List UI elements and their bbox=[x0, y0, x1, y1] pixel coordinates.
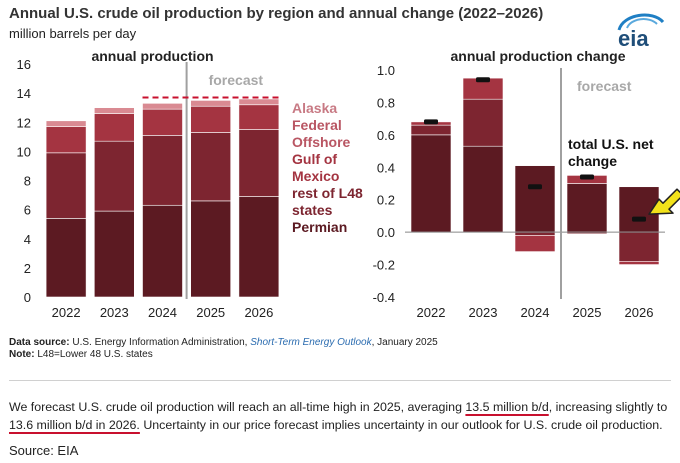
left-bar-2026-series-0 bbox=[238, 196, 280, 298]
right-bar-2026-series-2 bbox=[618, 261, 660, 265]
left-x-tick-2023: 2023 bbox=[100, 305, 129, 320]
highlight-arrow-icon bbox=[648, 188, 680, 215]
left-bar-2026-series-1 bbox=[238, 129, 280, 197]
right-x-tick-2024: 2024 bbox=[521, 305, 550, 320]
right-y-tick-label: -0.2 bbox=[373, 258, 395, 273]
left-bar-2025-series-1 bbox=[190, 132, 231, 202]
left-x-tick-2024: 2024 bbox=[148, 305, 177, 320]
left-bar-2026-series-4 bbox=[238, 98, 280, 106]
left-chart-title: annual production bbox=[91, 48, 213, 64]
source-text: U.S. Energy Information Administration, bbox=[69, 337, 251, 348]
right-bar-2023-series-1 bbox=[462, 98, 504, 147]
right-x-tick-2023: 2023 bbox=[469, 305, 498, 320]
right-y-tick-label: 0.4 bbox=[377, 160, 395, 175]
net-change-label: change bbox=[568, 153, 617, 169]
right-y-tick-label: -0.4 bbox=[373, 290, 395, 305]
right-y-tick-label: 0.2 bbox=[377, 193, 395, 208]
left-bar-2023-series-1 bbox=[94, 140, 135, 212]
right-chart: annual production change 1.0 0.8 0.6 0.4 0.2 0… bbox=[373, 48, 680, 320]
note-label: Note: bbox=[9, 349, 35, 360]
left-y-tick-label: 12 bbox=[17, 115, 31, 130]
net-change-marker-2026 bbox=[632, 216, 646, 222]
right-bar-2026-series-1 bbox=[618, 231, 660, 262]
left-y-tick-label: 10 bbox=[17, 144, 31, 159]
left-y-tick-label: 6 bbox=[24, 203, 31, 218]
left-bar-2024-series-0 bbox=[142, 204, 183, 298]
left-bar-2024-series-4 bbox=[142, 103, 183, 110]
divider bbox=[9, 380, 671, 381]
legend-label: Permian bbox=[292, 219, 347, 235]
left-bar-2022-series-4 bbox=[45, 120, 87, 127]
left-x-tick-2022: 2022 bbox=[52, 305, 81, 320]
legend-label: rest of L48 bbox=[292, 185, 363, 201]
left-bar-2024-series-2 bbox=[142, 108, 183, 136]
right-bar-2022-series-1 bbox=[410, 124, 452, 136]
source-date: , January 2025 bbox=[371, 337, 438, 348]
right-y-tick-label: 0.8 bbox=[377, 95, 395, 110]
legend-label: Offshore bbox=[292, 134, 351, 150]
left-y-tick-label: 4 bbox=[24, 232, 31, 247]
note-text: L48=Lower 48 U.S. states bbox=[34, 349, 153, 360]
logo-text: eia bbox=[618, 26, 649, 50]
net-change-label: total U.S. net bbox=[568, 136, 654, 152]
right-x-tick-2025: 2025 bbox=[573, 305, 602, 320]
source-line: Source: EIA bbox=[9, 443, 79, 458]
right-bar-2025-series-0 bbox=[566, 183, 608, 233]
left-x-tick-2026: 2026 bbox=[244, 305, 273, 320]
legend-label: states bbox=[292, 202, 333, 218]
right-bar-2024-series-0 bbox=[514, 165, 556, 233]
left-bar-2023-series-4 bbox=[94, 107, 135, 114]
left-x-tick-2025: 2025 bbox=[196, 305, 225, 320]
left-bar-2025-series-4 bbox=[190, 100, 231, 107]
legend-label: Gulf of bbox=[292, 151, 337, 167]
source-label: Data source: bbox=[9, 337, 70, 348]
left-bar-2023-series-2 bbox=[94, 113, 135, 142]
right-y-tick-label: 1.0 bbox=[377, 63, 395, 78]
body-text-2: , increasing slightly to bbox=[548, 400, 668, 414]
right-x-tick-2022: 2022 bbox=[417, 305, 446, 320]
left-bar-2025-series-0 bbox=[190, 200, 231, 298]
right-x-tick-2026: 2026 bbox=[625, 305, 654, 320]
net-change-marker-2023 bbox=[476, 77, 490, 83]
unit-label: million barrels per day bbox=[9, 26, 137, 41]
left-y-tick-label: 2 bbox=[24, 261, 31, 276]
right-chart-title: annual production change bbox=[450, 48, 625, 64]
body-text-1: We forecast U.S. crude oil production wi… bbox=[9, 400, 466, 414]
left-y-tick-label: 0 bbox=[24, 290, 31, 305]
legend-label: Mexico bbox=[292, 168, 339, 184]
left-bar-2023-series-0 bbox=[94, 210, 135, 298]
left-bar-2022-series-1 bbox=[45, 152, 87, 219]
chart-title: Annual U.S. crude oil production by regi… bbox=[9, 5, 544, 22]
net-change-marker-2024 bbox=[528, 184, 542, 190]
legend-label: Alaska bbox=[292, 100, 337, 116]
net-change-marker-2022 bbox=[424, 119, 438, 125]
eia-logo: eia bbox=[617, 13, 665, 50]
left-chart: annual production 0 2 4 6 8 10 12 14 16 2022 2023 20… bbox=[17, 48, 363, 320]
left-bar-2022-series-0 bbox=[45, 218, 87, 298]
highlight-2025: 13.5 million b/d bbox=[465, 400, 549, 414]
right-forecast-label: forecast bbox=[577, 78, 632, 94]
right-bar-2024-series-2 bbox=[514, 235, 556, 252]
chart-area: annual production 0 2 4 6 8 10 12 14 16 2022 2023 20… bbox=[17, 48, 680, 320]
legend-label: Federal bbox=[292, 117, 342, 133]
source-notes: Data source: U.S. Energy Information Adm… bbox=[9, 337, 438, 361]
left-bar-2024-series-1 bbox=[142, 135, 183, 206]
left-bar-2025-series-2 bbox=[190, 105, 231, 133]
source-publication-link[interactable]: Short-Term Energy Outlook bbox=[250, 337, 372, 348]
highlight-2026: 13.6 million b/d in 2026. bbox=[9, 418, 140, 432]
left-bar-2026-series-2 bbox=[238, 104, 280, 130]
left-y-tick-label: 8 bbox=[24, 174, 31, 189]
right-bar-2023-series-0 bbox=[462, 145, 504, 233]
net-change-marker-2025 bbox=[580, 174, 594, 180]
body-paragraph: We forecast U.S. crude oil production wi… bbox=[9, 398, 673, 434]
left-y-tick-label: 14 bbox=[17, 86, 31, 101]
body-text-3: Uncertainty in our price forecast implie… bbox=[139, 418, 663, 432]
right-y-tick-label: 0.6 bbox=[377, 128, 395, 143]
right-y-tick-label: 0.0 bbox=[377, 225, 395, 240]
left-bar-2022-series-2 bbox=[45, 126, 87, 154]
left-y-tick-label: 16 bbox=[17, 57, 31, 72]
right-bar-2022-series-0 bbox=[410, 134, 452, 233]
left-forecast-label: forecast bbox=[209, 72, 264, 88]
